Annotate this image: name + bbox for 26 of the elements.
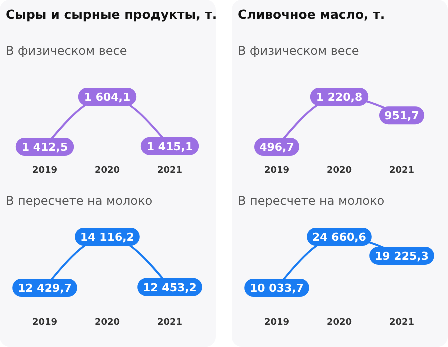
chart-subtitle: В физическом весе xyxy=(6,44,128,58)
data-label: 10 033,7 xyxy=(250,282,304,295)
x-tick-label: 2020 xyxy=(326,166,352,176)
x-tick-label: 2021 xyxy=(157,318,183,328)
x-tick-label: 2019 xyxy=(32,318,58,328)
data-label: 14 116,2 xyxy=(80,231,134,244)
chart-subtitle: В пересчете на молоко xyxy=(6,194,153,208)
x-tick-label: 2019 xyxy=(264,318,290,328)
x-tick-label: 2021 xyxy=(389,166,415,176)
data-label: 496,7 xyxy=(260,141,294,154)
chart-subtitle: В физическом весе xyxy=(238,44,360,58)
data-label: 1 604,1 xyxy=(84,91,131,104)
x-tick-label: 2019 xyxy=(32,166,58,176)
data-label: 12 429,7 xyxy=(18,282,72,295)
chart-subtitle: В пересчете на молоко xyxy=(238,194,385,208)
x-tick-label: 2020 xyxy=(94,166,120,176)
x-tick-label: 2020 xyxy=(326,318,352,328)
x-tick-label: 2021 xyxy=(389,318,415,328)
data-label: 1 415,1 xyxy=(146,140,194,154)
chart-title: Сыры и сырные продукты, т. xyxy=(6,7,218,22)
data-label: 12 453,2 xyxy=(143,281,197,294)
chart-title: Сливочное масло, т. xyxy=(238,7,386,22)
x-tick-label: 2019 xyxy=(264,166,290,176)
data-label: 1 412,5 xyxy=(22,141,68,154)
x-tick-label: 2020 xyxy=(94,318,120,328)
x-tick-label: 2021 xyxy=(157,166,183,176)
